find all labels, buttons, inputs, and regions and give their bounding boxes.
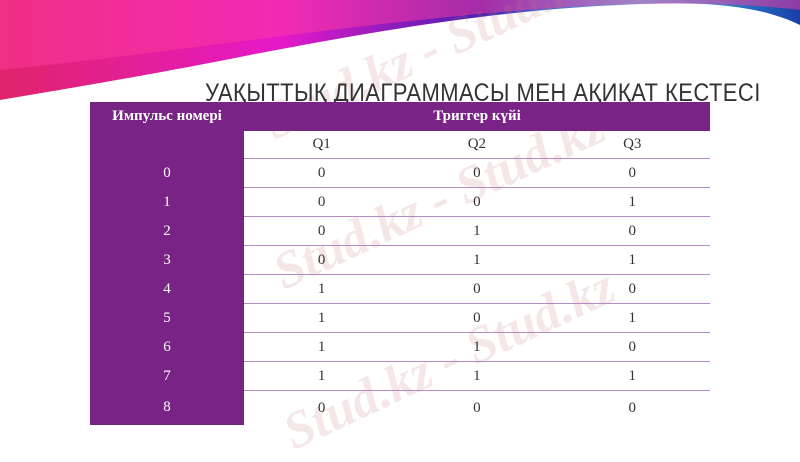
- header-q2: Q2: [467, 136, 487, 152]
- pulse-number: 2: [90, 216, 244, 246]
- pulse-number: 7: [90, 361, 244, 391]
- q1-value: 1: [244, 274, 400, 304]
- q1-value: 1: [244, 361, 400, 391]
- q2-value: 0: [399, 274, 555, 304]
- q2-value: 1: [399, 216, 555, 246]
- q2-value: 1: [399, 332, 555, 362]
- q3-value: 0: [554, 158, 710, 188]
- q2-value: 1: [399, 245, 555, 275]
- pulse-number: 8: [90, 390, 244, 425]
- q1-value: 0: [244, 390, 400, 425]
- header-pulse-number: Импульс номері: [112, 108, 222, 124]
- q1-value: 0: [244, 158, 400, 188]
- slide-title: УАҚЫТТЫҚ ДИАГРАММАСЫ МЕН АҚИҚАТ КЕСТЕСІ: [205, 78, 761, 107]
- q1-value: 0: [244, 216, 400, 246]
- header-q3: Q3: [623, 136, 642, 152]
- q3-value: 1: [554, 187, 710, 217]
- q2-value: 0: [399, 303, 555, 333]
- q2-value: 0: [399, 187, 555, 217]
- q1-value: 1: [244, 303, 400, 333]
- q3-value: 1: [554, 303, 710, 333]
- q3-value: 1: [554, 361, 710, 391]
- q1-value: 1: [244, 332, 400, 362]
- header-trigger-state: Триггер күйі: [433, 108, 521, 124]
- q2-value: 0: [399, 390, 555, 425]
- pulse-number: 6: [90, 332, 244, 362]
- pulse-number: 4: [90, 274, 244, 304]
- pulse-number: 0: [90, 158, 244, 188]
- pulse-number: 3: [90, 245, 244, 275]
- q2-value: 0: [399, 158, 555, 188]
- pulse-number: 5: [90, 303, 244, 333]
- header-q1: Q1: [312, 136, 331, 152]
- q1-value: 0: [244, 245, 400, 275]
- q1-value: 0: [244, 187, 400, 217]
- q2-value: 1: [399, 361, 555, 391]
- q3-value: 0: [554, 390, 710, 425]
- q3-value: 0: [554, 216, 710, 246]
- pulse-number: 1: [90, 187, 244, 217]
- q3-value: 0: [554, 332, 710, 362]
- q3-value: 0: [554, 274, 710, 304]
- decorative-swoosh: [0, 0, 800, 100]
- q3-value: 1: [554, 245, 710, 275]
